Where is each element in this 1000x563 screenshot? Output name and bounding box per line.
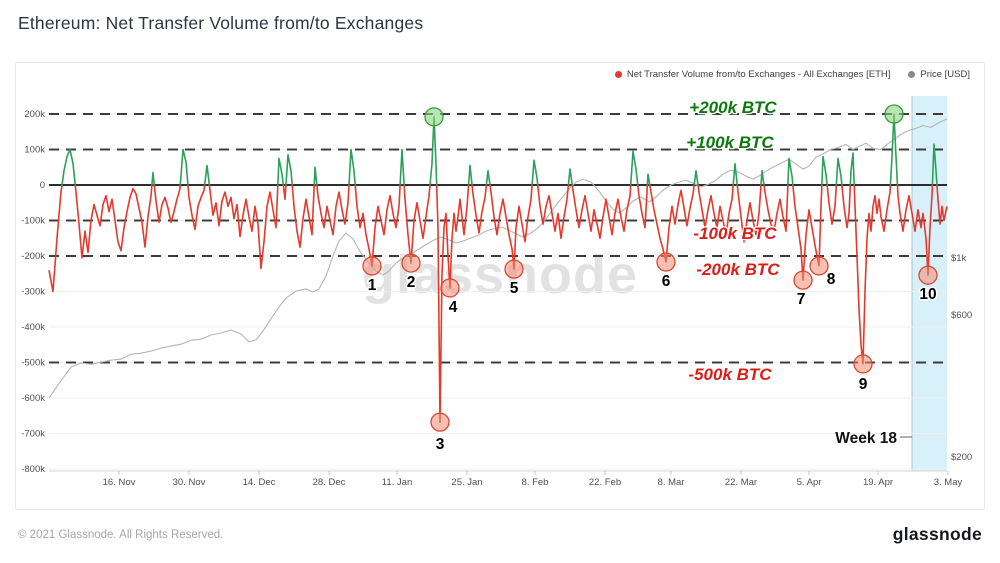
outflow-event-marker[interactable] <box>853 354 873 374</box>
week18-label: Week 18 <box>835 430 897 447</box>
left-axis-label: -200k <box>21 251 45 262</box>
left-axis-label: -800k <box>21 464 45 475</box>
legend-dot-red-icon <box>614 71 622 78</box>
x-axis-label: 28. Dec <box>313 477 346 488</box>
left-axis-label: -100k <box>21 216 45 227</box>
outflow-event-marker[interactable] <box>809 256 829 276</box>
event-number-label: 1 <box>368 277 377 294</box>
left-axis-label: -300k <box>21 287 45 298</box>
x-axis-label: 19. Apr <box>863 477 893 488</box>
left-axis-label: -400k <box>21 322 45 333</box>
legend-item-net-transfer-volume[interactable]: Net Transfer Volume from/to Exchanges - … <box>614 69 891 80</box>
outflow-event-marker[interactable] <box>430 412 450 432</box>
outflow-event-marker[interactable] <box>918 265 938 285</box>
event-number-label: 5 <box>510 280 519 297</box>
x-axis-label: 3. May <box>934 477 963 488</box>
legend-item-price[interactable]: Price [USD] <box>908 69 970 80</box>
right-axis-label: $1k <box>951 253 967 264</box>
outflow-event-marker[interactable] <box>504 259 524 279</box>
inflow-event-marker[interactable] <box>424 107 444 127</box>
x-axis-label: 14. Dec <box>243 477 276 488</box>
left-axis-label: -500k <box>21 358 45 369</box>
btc-threshold-annotation: -200k BTC <box>696 260 780 279</box>
btc-threshold-annotation: -500k BTC <box>688 365 772 384</box>
event-number-label: 3 <box>436 436 445 453</box>
left-axis-label: -700k <box>21 429 45 440</box>
btc-threshold-annotation: +100k BTC <box>686 133 774 152</box>
outflow-event-marker[interactable] <box>362 256 382 276</box>
x-axis-label: 30. Nov <box>173 477 206 488</box>
x-axis-label: 8. Feb <box>522 477 549 488</box>
x-axis-label: 22. Feb <box>589 477 621 488</box>
x-axis-label: 11. Jan <box>382 477 412 488</box>
outflow-event-marker[interactable] <box>656 252 676 272</box>
btc-threshold-annotation: +200k BTC <box>689 98 777 117</box>
chart-legend: Net Transfer Volume from/to Exchanges - … <box>614 69 970 80</box>
event-number-label: 8 <box>827 271 836 288</box>
event-number-label: 7 <box>797 291 806 308</box>
legend-label-price: Price [USD] <box>920 69 970 80</box>
x-axis-label: 8. Mar <box>658 477 685 488</box>
legend-dot-gray-icon <box>908 71 916 78</box>
page-title: Ethereum: Net Transfer Volume from/to Ex… <box>18 13 424 33</box>
price-line <box>48 118 948 399</box>
event-number-label: 4 <box>449 299 458 316</box>
inflow-event-marker[interactable] <box>884 104 904 124</box>
outflow-event-marker[interactable] <box>793 270 813 290</box>
left-axis-label: 0 <box>40 180 45 191</box>
outflow-event-marker[interactable] <box>401 253 421 273</box>
event-number-label: 9 <box>859 376 868 393</box>
left-axis-label: 200k <box>24 109 45 120</box>
glassnode-logo: glassnode <box>892 524 982 544</box>
event-number-label: 6 <box>662 273 671 290</box>
outflow-event-marker[interactable] <box>440 278 460 298</box>
x-axis-label: 16. Nov <box>103 477 136 488</box>
x-axis-label: 5. Apr <box>797 477 822 488</box>
footer-copyright: © 2021 Glassnode. All Rights Reserved. <box>18 529 224 541</box>
event-number-label: 10 <box>919 286 936 303</box>
volume-line-negative <box>48 185 948 423</box>
left-axis-label: 100k <box>24 145 45 156</box>
chart-svg[interactable]: 16. Nov 30. Nov 14. Dec 28. Dec 11. Jan 25. J… <box>16 63 986 511</box>
left-axis-label: -600k <box>21 393 45 404</box>
right-axis-label: $600 <box>951 310 972 321</box>
x-axis-label: 22. Mar <box>725 477 757 488</box>
event-number-label: 2 <box>407 274 416 291</box>
chart-card: glassnode Net Transfer Volume from/to Ex… <box>15 62 985 510</box>
btc-threshold-annotation: -100k BTC <box>693 224 777 243</box>
right-axis-label: $200 <box>951 452 972 463</box>
legend-label-net-transfer-volume: Net Transfer Volume from/to Exchanges - … <box>626 69 891 80</box>
x-axis-label: 25. Jan <box>451 477 482 488</box>
